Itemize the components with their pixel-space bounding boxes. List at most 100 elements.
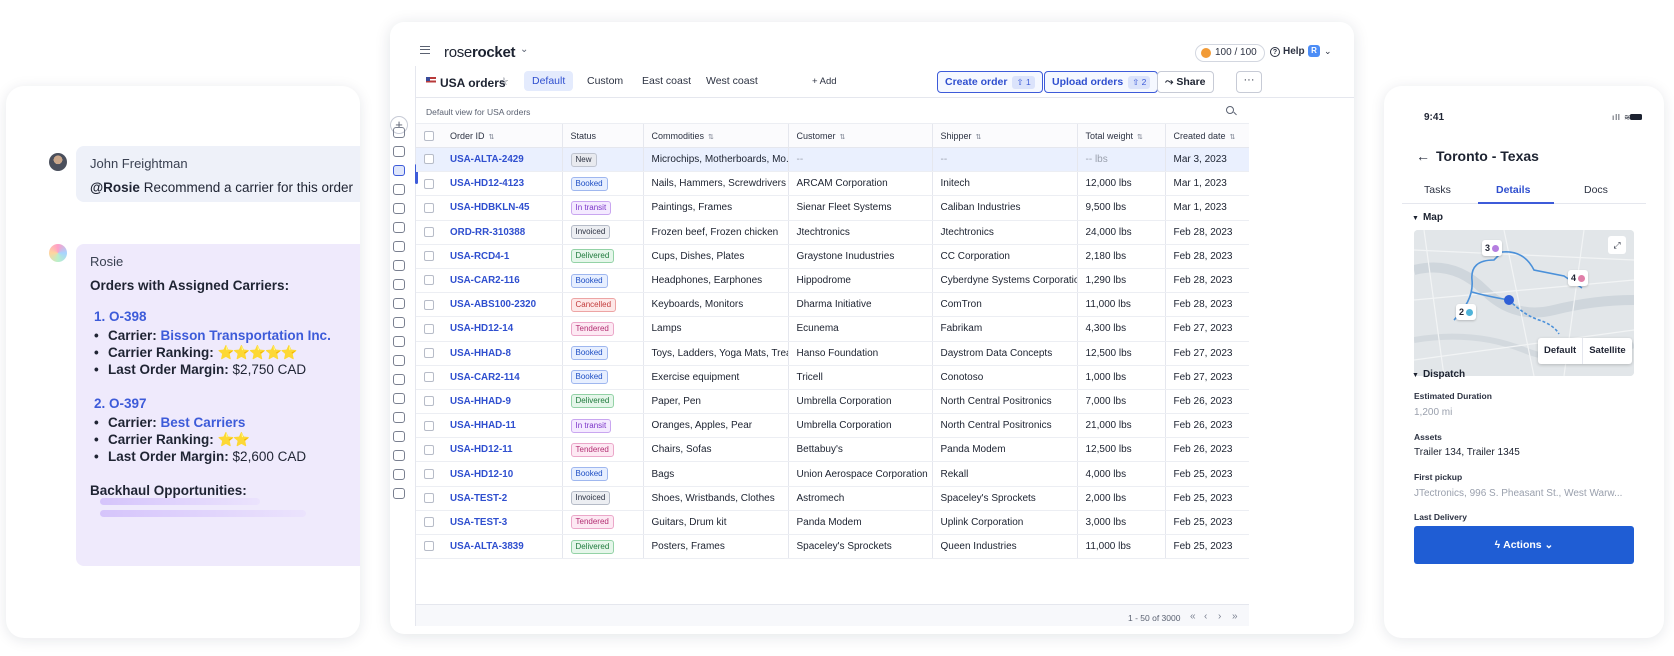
row-select[interactable]: [416, 316, 442, 342]
order-id-cell[interactable]: USA-CAR2-114: [442, 365, 562, 390]
order-id-link[interactable]: USA-HHAD-8: [450, 347, 511, 359]
table-row[interactable]: USA-ALTA-3839 Delivered Posters, Frames Spa…: [416, 534, 1249, 560]
row-select[interactable]: [416, 195, 442, 221]
table-row[interactable]: USA-ALTA-2429 New Microchips, Motherboards…: [416, 147, 1249, 173]
search-icon[interactable]: [1226, 106, 1234, 114]
order-id-link[interactable]: USA-HD12-14: [450, 323, 514, 335]
column-header[interactable]: Created date ⇅: [1164, 123, 1249, 148]
order-id-cell[interactable]: USA-CAR2-116: [442, 268, 562, 294]
row-select[interactable]: [416, 389, 442, 415]
row-select[interactable]: [416, 365, 442, 390]
checkbox[interactable]: [424, 202, 434, 213]
table-row[interactable]: USA-ABS100-2320 Cancelled Keyboards, Monit…: [416, 292, 1249, 318]
calendar-icon[interactable]: [393, 203, 405, 214]
checkbox[interactable]: [424, 178, 434, 189]
order-id-link[interactable]: USA-ALTA-2429: [450, 154, 524, 166]
table-row[interactable]: USA-HHAD-8 Booked Toys, Ladders, Yoga Mats…: [416, 341, 1249, 366]
order-id-link[interactable]: USA-ABS100-2320: [450, 299, 537, 311]
row-select[interactable]: [416, 437, 442, 463]
tab-details[interactable]: Details: [1496, 184, 1531, 196]
share-button[interactable]: ⤳ Share: [1157, 71, 1214, 93]
leaf-icon[interactable]: [393, 355, 405, 366]
actions-button[interactable]: ϟ Actions ⌄: [1414, 526, 1634, 564]
tab-east-coast[interactable]: East coast: [642, 75, 692, 87]
building-icon[interactable]: [393, 241, 405, 252]
route-map[interactable]: 3 4 2 ⤢ Default Satellite: [1414, 230, 1634, 376]
order-id-link[interactable]: USA-CAR2-116: [450, 275, 520, 287]
order-id-cell[interactable]: USA-TEST-2: [442, 486, 562, 511]
row-select[interactable]: [416, 461, 442, 487]
people-icon[interactable]: [393, 317, 405, 328]
checkbox[interactable]: [424, 227, 434, 238]
checkbox[interactable]: [424, 299, 434, 310]
globe-icon[interactable]: [393, 279, 405, 290]
checkbox[interactable]: [424, 517, 434, 528]
order-id-cell[interactable]: USA-HHAD-9: [442, 389, 562, 415]
table-row[interactable]: USA-TEST-2 Invoiced Shoes, Wristbands, Clo…: [416, 486, 1249, 511]
row-select[interactable]: [416, 147, 442, 173]
table-row[interactable]: USA-HDBKLN-45 In transit Paintings, Frames…: [416, 195, 1249, 221]
plus-icon[interactable]: +: [390, 116, 408, 134]
map-pin[interactable]: 2: [1456, 304, 1477, 320]
column-header[interactable]: Shipper ⇅: [931, 123, 1077, 148]
map-pin[interactable]: 4: [1568, 270, 1589, 286]
tab-docs[interactable]: Docs: [1584, 184, 1608, 196]
row-select[interactable]: [416, 244, 442, 269]
checkbox[interactable]: [424, 468, 434, 479]
order-id-link[interactable]: USA-HHAD-9: [450, 395, 511, 407]
row-select[interactable]: [416, 413, 442, 439]
hamburger-menu-icon[interactable]: [420, 46, 430, 54]
more-options-button[interactable]: ···: [1236, 71, 1262, 93]
inbox-icon[interactable]: [393, 146, 405, 157]
row-select[interactable]: [416, 171, 442, 197]
tab-custom[interactable]: Custom: [587, 75, 624, 87]
table-row[interactable]: USA-HHAD-9 Delivered Paper, Pen Umbrella Co…: [416, 389, 1249, 415]
column-header[interactable]: Commodities ⇅: [642, 123, 788, 148]
row-select[interactable]: [416, 534, 442, 560]
table-row[interactable]: USA-HHAD-11 In transit Oranges, Apples, Pe…: [416, 413, 1249, 439]
favorite-star-icon[interactable]: ☆: [499, 76, 509, 88]
map-pin[interactable]: 3: [1482, 240, 1503, 256]
contacts-icon[interactable]: [393, 450, 405, 461]
row-select[interactable]: [416, 268, 442, 294]
checkbox[interactable]: [424, 493, 434, 504]
order-id-cell[interactable]: USA-TEST-3: [442, 510, 562, 536]
order-id-link[interactable]: USA-CAR2-114: [450, 371, 520, 383]
row-select[interactable]: [416, 341, 442, 366]
chevron-down-icon[interactable]: ⌄: [1324, 46, 1332, 56]
order-id-cell[interactable]: USA-HD12-4123: [442, 171, 562, 197]
badge-icon[interactable]: [393, 393, 405, 404]
database-icon[interactable]: [393, 260, 405, 271]
order-id-cell[interactable]: USA-ALTA-3839: [442, 534, 562, 560]
first-page-icon[interactable]: «: [1190, 611, 1196, 622]
credits-badge[interactable]: 100 / 100: [1195, 44, 1265, 62]
checkbox[interactable]: [424, 541, 434, 552]
order-id-link[interactable]: USA-RCD4-1: [450, 250, 510, 262]
account-icon[interactable]: R: [1308, 45, 1320, 57]
app-logo[interactable]: roserocket: [444, 44, 516, 61]
order-id-cell[interactable]: USA-HHAD-8: [442, 341, 562, 366]
table-row[interactable]: USA-RCD4-1 Delivered Cups, Dishes, Plates G…: [416, 244, 1249, 269]
column-header[interactable]: Status: [561, 123, 643, 148]
table-row[interactable]: USA-HD12-4123 Booked Nails, Hammers, Screw…: [416, 171, 1249, 197]
help-button[interactable]: ? Help: [1270, 46, 1305, 57]
table-row[interactable]: ORD-RR-310388 Invoiced Frozen beef, Frozen…: [416, 220, 1249, 245]
board-icon[interactable]: [393, 184, 405, 195]
order-id-link[interactable]: USA-HHAD-11: [450, 420, 516, 432]
table-row[interactable]: USA-CAR2-114 Booked Exercise equipment Tric…: [416, 365, 1249, 390]
prev-page-icon[interactable]: ‹: [1204, 611, 1208, 622]
upload-orders-button[interactable]: Upload orders ⇧ 2: [1044, 71, 1159, 93]
order-id-cell[interactable]: USA-ABS100-2320: [442, 292, 562, 318]
order-id-link[interactable]: USA-HDBKLN-45: [450, 202, 530, 214]
add-view-button[interactable]: + Add: [812, 76, 837, 87]
checkbox[interactable]: [424, 396, 434, 407]
checkbox[interactable]: [424, 372, 434, 383]
order-id-link[interactable]: USA-HD12-4123: [450, 178, 525, 190]
order-id-link[interactable]: USA-HD12-11: [450, 444, 513, 456]
order-id-cell[interactable]: USA-HD12-10: [442, 461, 562, 487]
order-id-link[interactable]: ORD-RR-310388: [450, 226, 526, 238]
row-select[interactable]: [416, 510, 442, 536]
order-id-link[interactable]: USA-ALTA-3839: [450, 541, 524, 553]
order-id-cell[interactable]: USA-HD12-11: [442, 437, 562, 463]
network-icon[interactable]: [393, 374, 405, 385]
